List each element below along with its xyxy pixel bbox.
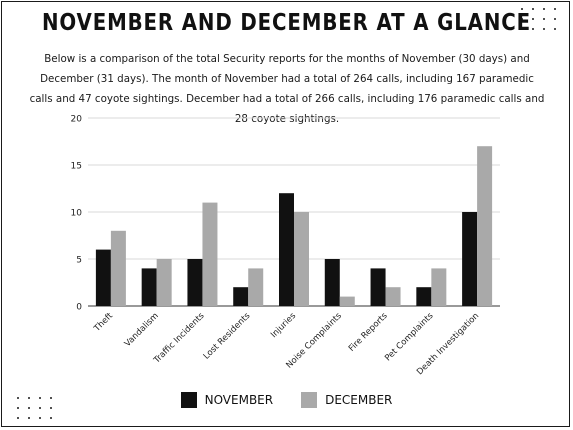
description-text: Below is a comparison of the total Secur… xyxy=(29,53,545,125)
bar-november xyxy=(95,249,111,306)
x-tick-label: Lost Residents xyxy=(202,311,253,362)
x-tick-label: Injuries xyxy=(269,311,299,341)
bar-december xyxy=(248,268,264,306)
bar-november xyxy=(324,259,340,306)
legend-item-november: NOVEMBER xyxy=(180,392,274,408)
bar-december xyxy=(477,146,493,306)
bar-november xyxy=(416,287,432,306)
bar-november xyxy=(279,193,294,306)
bar-december xyxy=(202,202,218,306)
y-tick-label: 20 xyxy=(71,115,83,125)
y-tick-label: 0 xyxy=(76,303,82,313)
bar-november xyxy=(370,268,386,306)
x-tick-label: Theft xyxy=(92,311,116,335)
legend-item-december: DECEMBER xyxy=(301,392,392,408)
x-tick-label: Vandalism xyxy=(123,311,161,349)
bar-november xyxy=(141,268,157,306)
x-tick-label: Pet Complaints xyxy=(383,311,436,364)
bar-december xyxy=(156,259,172,306)
y-tick-label: 10 xyxy=(71,209,83,219)
bar-november xyxy=(187,259,203,306)
bar-december xyxy=(294,212,309,306)
y-tick-label: 15 xyxy=(71,162,82,172)
legend-swatch-december xyxy=(301,392,318,408)
bar-december xyxy=(110,230,126,306)
chart-legend: NOVEMBER DECEMBER xyxy=(0,392,573,408)
x-tick-label: Fire Reports xyxy=(347,311,390,354)
bar-december xyxy=(385,287,401,306)
legend-label-december: DECEMBER xyxy=(325,393,393,407)
bar-december xyxy=(431,268,447,306)
bar-november xyxy=(233,287,249,306)
bar-november xyxy=(462,212,478,306)
legend-label-november: NOVEMBER xyxy=(204,393,274,407)
y-tick-label: 5 xyxy=(76,256,82,266)
legend-swatch-november xyxy=(180,392,197,408)
bar-december xyxy=(339,296,355,306)
page-title: NOVEMBER AND DECEMBER AT A GLANCE xyxy=(41,10,532,36)
